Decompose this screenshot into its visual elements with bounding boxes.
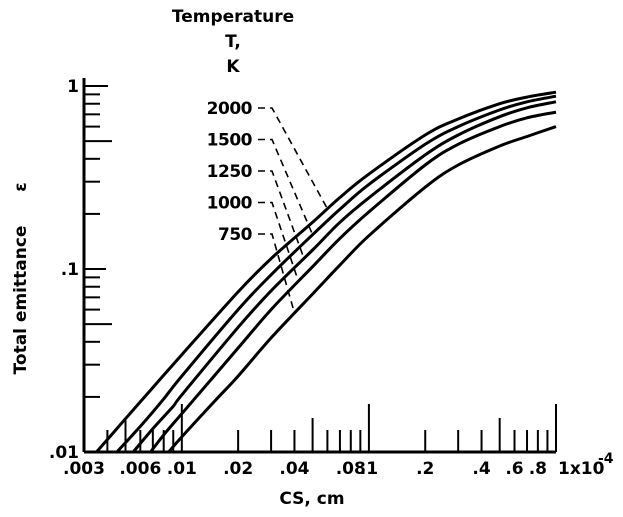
x-axis-label: CS, cm — [279, 489, 344, 509]
series-line-1000 — [149, 110, 557, 453]
leader-line-1500 — [258, 138, 314, 236]
leader-line-1250 — [258, 170, 305, 259]
x-tick-label: .1 — [360, 459, 378, 479]
series-line-2000 — [95, 90, 557, 453]
leader-line-2000 — [258, 107, 329, 210]
legend-label-1250: 1250 — [207, 162, 253, 182]
x-tick-label: .01 — [167, 459, 197, 479]
y-axis-ticks — [84, 85, 112, 453]
y-tick-label: .1 — [61, 260, 79, 280]
y-tick-label: .01 — [49, 443, 79, 463]
legend-label-1000: 1000 — [207, 194, 253, 214]
x-tick-label: .08 — [336, 459, 366, 479]
y-tick-label: 1 — [67, 77, 79, 97]
x-axis-multiplier-exponent: -4 — [598, 451, 614, 467]
series-line-1250 — [132, 100, 557, 453]
y-axis-tick-labels: .01 .1 1 — [49, 77, 79, 463]
leader-line-750 — [258, 233, 296, 314]
x-tick-label: .003 — [63, 459, 105, 479]
x-tick-label: .6 — [505, 459, 523, 479]
legend-label-1500: 1500 — [207, 131, 253, 151]
x-axis-multiplier: 1x10 — [558, 459, 605, 479]
y-axis-symbol: ε — [11, 182, 31, 191]
series-curves — [95, 90, 557, 454]
x-tick-label: .02 — [223, 459, 253, 479]
legend-title-line-2: T, — [225, 32, 241, 52]
series-line-750 — [167, 125, 557, 453]
x-axis-tick-labels: .003 .006 .01 .02 .04 .08.1 .2 .4 .6 .8 — [63, 459, 547, 479]
x-tick-label: .006 — [119, 459, 161, 479]
series-line-1500 — [115, 94, 557, 454]
x-tick-label: .04 — [279, 459, 309, 479]
x-tick-label: .8 — [529, 459, 547, 479]
legend-title-line-1: Temperature — [172, 7, 294, 27]
legend-label-750: 750 — [218, 225, 253, 245]
x-tick-label: .2 — [416, 459, 434, 479]
x-tick-label: .4 — [472, 459, 490, 479]
legend-labels: 2000 1500 1250 1000 750 — [207, 99, 253, 245]
legend-title-line-3: K — [226, 57, 240, 77]
legend-label-2000: 2000 — [207, 99, 253, 119]
leader-line-1000 — [258, 201, 300, 282]
y-axis-label: Total emittance — [11, 226, 31, 375]
legend-leader-lines — [258, 107, 329, 314]
